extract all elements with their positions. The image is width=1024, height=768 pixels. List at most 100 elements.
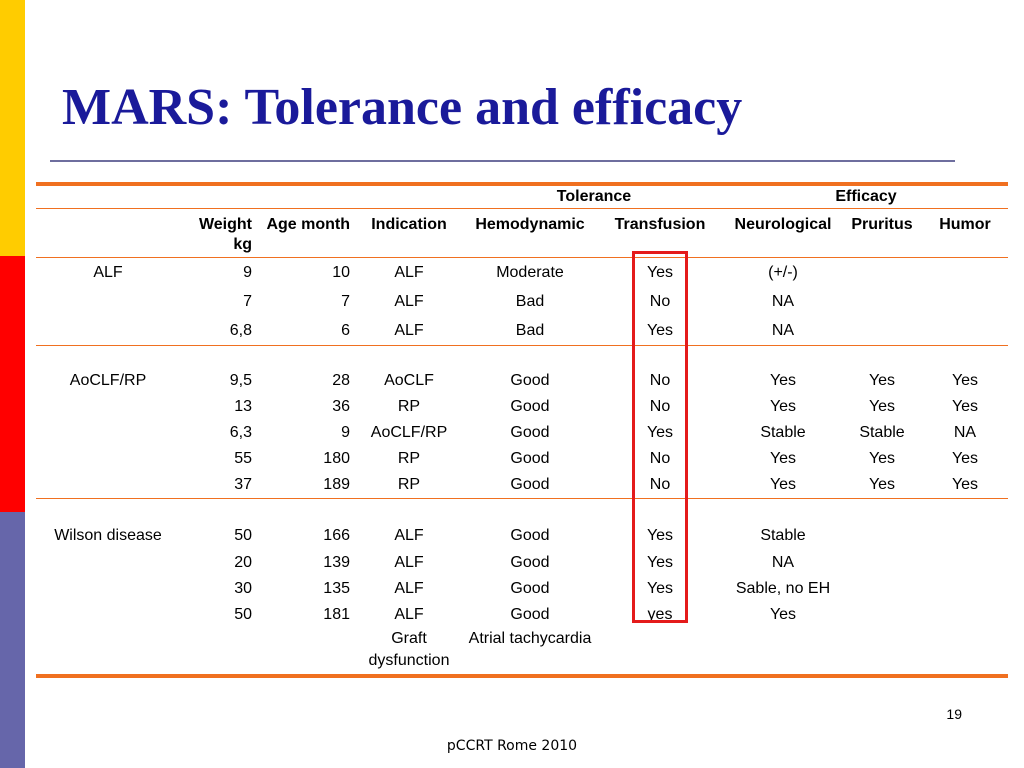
- group-cell: [36, 602, 180, 628]
- group-cell: [36, 287, 180, 316]
- age-cell: 166: [323, 527, 350, 544]
- weight-cell: 6,3: [229, 424, 252, 441]
- table-row: 7 7 ALF Bad No NA: [36, 287, 1008, 316]
- table-row: 37 189 RP Good No Yes Yes Yes: [36, 472, 1008, 499]
- weight-cell: 9: [243, 264, 252, 281]
- group-cell: Wilson disease: [54, 527, 162, 544]
- humor-cell: [922, 521, 1008, 550]
- transfusion-cell: Yes: [646, 580, 674, 597]
- neurological-cell: Yes: [769, 372, 797, 389]
- age-header: Age month: [256, 208, 354, 258]
- neurological-cell: NA: [771, 554, 795, 571]
- pruritus-cell: Yes: [868, 372, 896, 389]
- table-row: 30 135 ALF Good Yes Sable, no EH: [36, 576, 1008, 602]
- hemodynamic-cell: Good: [510, 476, 550, 493]
- hemodynamic-cell: Moderate: [496, 264, 564, 281]
- indication-cell: ALF: [394, 322, 424, 339]
- group-cell: [36, 394, 180, 420]
- group-cell: ALF: [93, 264, 123, 281]
- page-number: 19: [946, 706, 962, 722]
- table-row: 50 181 ALF Good yes Yes: [36, 602, 1008, 628]
- group-cell: [36, 576, 180, 602]
- pruritus-cell: [842, 576, 922, 602]
- humor-cell: [922, 287, 1008, 316]
- weight-cell: 30: [234, 580, 252, 597]
- transfusion-cell: Yes: [646, 554, 674, 571]
- column-header-row: Weight kg Age month Indication Hemodynam…: [36, 208, 1008, 258]
- table-row: 13 36 RP Good No Yes Yes Yes: [36, 394, 1008, 420]
- neurological-cell: Yes: [769, 398, 797, 415]
- pruritus-cell: [842, 602, 922, 628]
- hemodynamic-cell: Good: [510, 606, 550, 623]
- table-row: 6,3 9 AoCLF/RP Good Yes Stable Stable NA: [36, 420, 1008, 446]
- transfusion-cell: Yes: [646, 424, 674, 441]
- pruritus-header: Pruritus: [842, 208, 922, 258]
- transfusion-cell: No: [649, 476, 671, 493]
- table-row: 6,8 6 ALF Bad Yes NA: [36, 316, 1008, 346]
- humor-cell: [922, 258, 1008, 288]
- tolerance-group-header: Tolerance: [464, 182, 724, 209]
- title-underline: [50, 160, 955, 162]
- transfusion-cell: yes: [647, 606, 673, 623]
- humor-cell: Yes: [951, 476, 979, 493]
- hemodynamic-cell: Good: [510, 450, 550, 467]
- sidebar-red-block: [0, 256, 25, 512]
- table-row: Wilson disease 50 166 ALF Good Yes Stabl…: [36, 521, 1008, 550]
- age-cell: 10: [332, 264, 350, 281]
- group-cell: [36, 472, 180, 499]
- pruritus-cell: [842, 287, 922, 316]
- table-body: ALF 9 10 ALF Moderate Yes (+/-) 7 7 ALF …: [36, 258, 1008, 678]
- group-separator: [36, 498, 1008, 521]
- pruritus-cell: [842, 316, 922, 346]
- humor-cell: Yes: [951, 450, 979, 467]
- age-cell: 36: [332, 398, 350, 415]
- age-cell: 7: [341, 293, 350, 310]
- indication-cell: RP: [397, 398, 421, 415]
- weight-cell: 37: [234, 476, 252, 493]
- humor-cell: [922, 602, 1008, 628]
- weight-header: Weight kg: [180, 208, 256, 258]
- results-table: Tolerance Efficacy Weight kg Age month I…: [36, 182, 1008, 678]
- humor-cell: NA: [953, 424, 977, 441]
- indication-cell: ALF: [394, 606, 424, 623]
- neurological-cell: NA: [771, 322, 795, 339]
- indication-cell: ALF: [394, 554, 424, 571]
- indication-cell: AoCLF/RP: [370, 424, 448, 441]
- indication-cell: ALF: [394, 580, 424, 597]
- slide-sidebar-bar: [0, 0, 25, 768]
- humor-header: Humor: [922, 208, 1008, 258]
- group-cell: [36, 446, 180, 472]
- hemodynamic-cell: Good: [510, 580, 550, 597]
- efficacy-group-header: Efficacy: [724, 182, 1008, 209]
- transfusion-cell: Yes: [646, 322, 674, 339]
- humor-cell: Yes: [951, 372, 979, 389]
- neurological-cell: Yes: [769, 450, 797, 467]
- indication-header: Indication: [354, 208, 464, 258]
- pruritus-cell: Yes: [868, 476, 896, 493]
- group-cell: [36, 316, 180, 346]
- humor-cell: [922, 550, 1008, 576]
- transfusion-header: Transfusion: [596, 208, 724, 258]
- weight-cell: 7: [243, 293, 252, 310]
- indication-cell: ALF: [394, 527, 424, 544]
- pruritus-cell: Yes: [868, 450, 896, 467]
- age-cell: 28: [332, 372, 350, 389]
- transfusion-cell: No: [649, 372, 671, 389]
- transfusion-cell: No: [649, 398, 671, 415]
- slide-title: MARS: Tolerance and efficacy: [62, 79, 743, 136]
- weight-cell: 13: [234, 398, 252, 415]
- group-separator: [36, 345, 1008, 368]
- table-row: ALF 9 10 ALF Moderate Yes (+/-): [36, 258, 1008, 288]
- neurological-cell: NA: [771, 293, 795, 310]
- humor-cell: Yes: [951, 398, 979, 415]
- pruritus-cell: Stable: [859, 424, 905, 441]
- indication-cell: ALF: [394, 293, 424, 310]
- group-header-row: Tolerance Efficacy: [36, 182, 1008, 209]
- hemodynamic-footnote: Atrial tachycardia: [464, 628, 596, 678]
- weight-cell: 50: [234, 527, 252, 544]
- age-cell: 9: [341, 424, 350, 441]
- table-row: 55 180 RP Good No Yes Yes Yes: [36, 446, 1008, 472]
- humor-cell: [922, 576, 1008, 602]
- indication-cell: ALF: [394, 264, 424, 281]
- hemodynamic-cell: Good: [510, 398, 550, 415]
